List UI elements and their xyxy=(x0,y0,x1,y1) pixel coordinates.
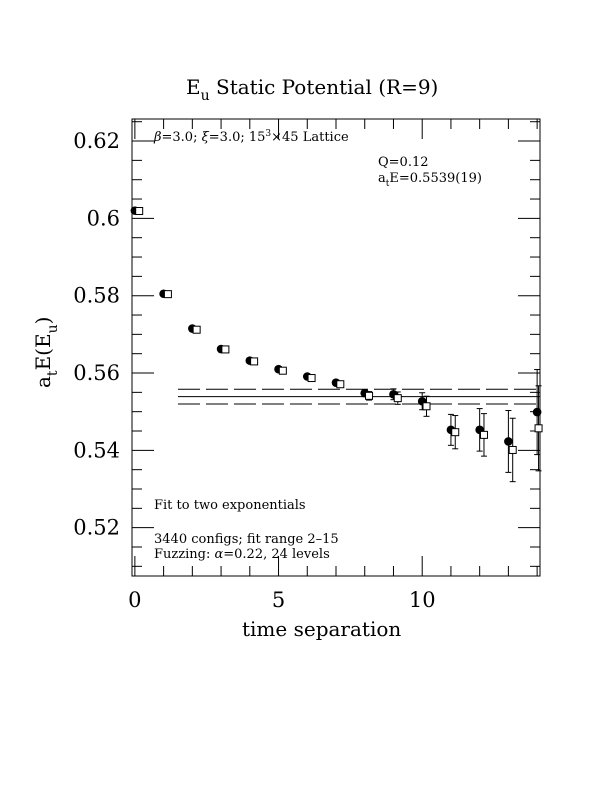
data-point-square xyxy=(422,402,431,411)
y-tick-label: 0.62 xyxy=(73,129,120,153)
data-point-square xyxy=(278,366,287,375)
data-point-square xyxy=(192,325,201,334)
data-series xyxy=(130,206,543,483)
y-tick-label: 0.6 xyxy=(87,206,120,230)
data-point-circle xyxy=(532,407,542,417)
fit-value-annotation: atE=0.5539(19) xyxy=(378,171,482,189)
fit-band xyxy=(177,388,540,405)
data-point-square xyxy=(221,345,230,354)
x-tick-labels: 0 5 10 xyxy=(128,588,435,612)
y-axis-label: atE(Eu) xyxy=(31,317,61,388)
x-tick-label: 10 xyxy=(409,588,436,612)
data-point-square xyxy=(307,374,316,383)
data-point-square xyxy=(508,445,517,454)
data-point-square xyxy=(534,424,543,433)
chart-title: Eu Static Potential (R=9) xyxy=(186,75,438,104)
x-tick-label: 0 xyxy=(128,588,141,612)
q-annotation: Q=0.12 xyxy=(378,155,429,170)
x-tick-label: 5 xyxy=(272,588,285,612)
x-axis-label: time separation xyxy=(242,617,401,641)
data-point-square xyxy=(163,290,172,299)
lattice-annotation: β=3.0; ξ=3.0; 153×45 Lattice xyxy=(153,129,349,145)
y-tick-label: 0.54 xyxy=(73,438,120,462)
data-point-square xyxy=(393,394,402,403)
y-tick-label: 0.58 xyxy=(73,284,120,308)
y-tick-label: 0.56 xyxy=(73,361,120,385)
data-point-square xyxy=(250,357,259,366)
fuzzing-annotation: Fuzzing: α=0.22, 24 levels xyxy=(154,547,330,562)
y-tick-label: 0.52 xyxy=(73,516,120,540)
data-point-square xyxy=(451,428,460,437)
fit-method-annotation: Fit to two exponentials xyxy=(154,498,306,513)
data-point-circle xyxy=(504,437,513,446)
data-point-square xyxy=(479,430,488,439)
y-tick-labels: 0.52 0.54 0.56 0.58 0.6 0.62 xyxy=(73,129,120,540)
configs-annotation: 3440 configs; fit range 2–15 xyxy=(154,532,339,547)
data-point-square xyxy=(336,380,345,389)
data-point-square xyxy=(135,207,144,216)
data-point-square xyxy=(365,391,374,400)
